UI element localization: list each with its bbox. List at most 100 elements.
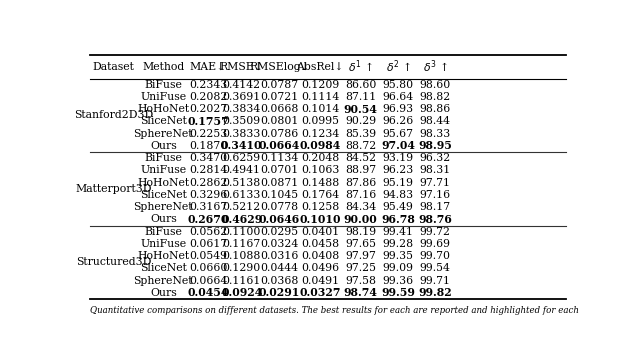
Text: 95.19: 95.19 — [383, 178, 413, 188]
Text: 0.0664: 0.0664 — [259, 140, 300, 151]
Text: 98.17: 98.17 — [420, 202, 451, 212]
Text: 98.95: 98.95 — [418, 140, 452, 151]
Text: 88.97: 88.97 — [345, 165, 376, 175]
Text: 85.39: 85.39 — [345, 129, 376, 139]
Text: 95.80: 95.80 — [382, 80, 413, 90]
Text: 0.0801: 0.0801 — [260, 116, 299, 126]
Text: AbsRel↓: AbsRel↓ — [296, 62, 344, 72]
Text: 90.00: 90.00 — [344, 214, 378, 225]
Text: SphereNet: SphereNet — [134, 202, 193, 212]
Text: 99.59: 99.59 — [381, 287, 415, 298]
Text: Dataset: Dataset — [93, 62, 134, 72]
Text: 93.19: 93.19 — [382, 153, 413, 163]
Text: 0.0778: 0.0778 — [260, 202, 298, 212]
Text: 97.97: 97.97 — [346, 251, 376, 261]
Text: 0.1167: 0.1167 — [223, 239, 261, 249]
Text: 98.74: 98.74 — [344, 287, 378, 298]
Text: 0.1134: 0.1134 — [260, 153, 298, 163]
Text: 0.1088: 0.1088 — [223, 251, 261, 261]
Text: 0.0617: 0.0617 — [189, 239, 227, 249]
Text: 96.93: 96.93 — [382, 104, 413, 114]
Text: Quantitative comparisons on different datasets. The best results for each are re: Quantitative comparisons on different da… — [90, 306, 579, 315]
Text: 0.0295: 0.0295 — [260, 227, 298, 237]
Text: 98.31: 98.31 — [419, 165, 451, 175]
Text: 0.4941: 0.4941 — [223, 165, 260, 175]
Text: HoHoNet: HoHoNet — [137, 251, 189, 261]
Text: 99.70: 99.70 — [420, 251, 451, 261]
Text: 0.0549: 0.0549 — [189, 251, 227, 261]
Text: 0.1258: 0.1258 — [301, 202, 339, 212]
Text: 98.33: 98.33 — [419, 129, 451, 139]
Text: $\delta^1$ ↑: $\delta^1$ ↑ — [348, 59, 373, 75]
Text: $\delta^2$ ↑: $\delta^2$ ↑ — [385, 59, 410, 75]
Text: Structured3D: Structured3D — [76, 257, 152, 267]
Text: 0.2048: 0.2048 — [301, 153, 339, 163]
Text: 0.0668: 0.0668 — [260, 104, 299, 114]
Text: 98.86: 98.86 — [419, 104, 451, 114]
Text: 0.0646: 0.0646 — [259, 214, 300, 225]
Text: 0.4629: 0.4629 — [221, 214, 262, 225]
Text: Stanford2D3D: Stanford2D3D — [74, 110, 154, 120]
Text: 86.60: 86.60 — [345, 80, 376, 90]
Text: 0.1161: 0.1161 — [223, 276, 261, 286]
Text: 0.0408: 0.0408 — [301, 251, 339, 261]
Text: 0.0324: 0.0324 — [260, 239, 298, 249]
Text: 0.0721: 0.0721 — [260, 92, 298, 102]
Text: 99.28: 99.28 — [382, 239, 413, 249]
Text: 0.3833: 0.3833 — [223, 129, 261, 139]
Text: Matterport3D: Matterport3D — [76, 184, 152, 194]
Text: BiFuse: BiFuse — [145, 153, 182, 163]
Text: 99.82: 99.82 — [419, 287, 452, 298]
Text: 0.2814: 0.2814 — [189, 165, 227, 175]
Text: 0.2670: 0.2670 — [188, 214, 228, 225]
Text: UniFuse: UniFuse — [140, 165, 186, 175]
Text: 0.2343: 0.2343 — [189, 80, 227, 90]
Text: 0.1290: 0.1290 — [223, 263, 261, 273]
Text: 98.76: 98.76 — [418, 214, 452, 225]
Text: 0.1063: 0.1063 — [301, 165, 339, 175]
Text: SphereNet: SphereNet — [134, 129, 193, 139]
Text: 0.1764: 0.1764 — [301, 190, 339, 200]
Text: SliceNet: SliceNet — [140, 116, 187, 126]
Text: 99.09: 99.09 — [383, 263, 413, 273]
Text: SliceNet: SliceNet — [140, 263, 187, 273]
Text: 0.2253: 0.2253 — [189, 129, 227, 139]
Text: 99.35: 99.35 — [383, 251, 413, 261]
Text: 0.0786: 0.0786 — [260, 129, 298, 139]
Text: RMSE↓: RMSE↓ — [220, 62, 264, 72]
Text: 95.67: 95.67 — [383, 129, 413, 139]
Text: 0.3834: 0.3834 — [223, 104, 261, 114]
Text: 90.29: 90.29 — [345, 116, 376, 126]
Text: 0.5138: 0.5138 — [223, 178, 261, 188]
Text: 0.6133: 0.6133 — [223, 190, 261, 200]
Text: 0.0444: 0.0444 — [260, 263, 298, 273]
Text: 97.04: 97.04 — [381, 140, 415, 151]
Text: 97.71: 97.71 — [420, 178, 451, 188]
Text: 0.0995: 0.0995 — [301, 116, 339, 126]
Text: 0.2027: 0.2027 — [189, 104, 227, 114]
Text: 0.0562: 0.0562 — [189, 227, 227, 237]
Text: Method: Method — [142, 62, 184, 72]
Text: 99.54: 99.54 — [420, 263, 451, 273]
Text: 0.1234: 0.1234 — [301, 129, 339, 139]
Text: 99.72: 99.72 — [420, 227, 451, 237]
Text: 88.72: 88.72 — [345, 141, 376, 151]
Text: 0.3167: 0.3167 — [189, 202, 227, 212]
Text: 96.23: 96.23 — [382, 165, 413, 175]
Text: 87.16: 87.16 — [345, 190, 376, 200]
Text: 94.83: 94.83 — [382, 190, 413, 200]
Text: RMSElog↓: RMSElog↓ — [249, 62, 310, 72]
Text: 99.36: 99.36 — [382, 276, 413, 286]
Text: 99.71: 99.71 — [420, 276, 451, 286]
Text: 96.32: 96.32 — [419, 153, 451, 163]
Text: 0.3691: 0.3691 — [223, 92, 261, 102]
Text: 0.1757: 0.1757 — [187, 116, 229, 127]
Text: 0.1488: 0.1488 — [301, 178, 339, 188]
Text: 87.11: 87.11 — [345, 92, 376, 102]
Text: 97.58: 97.58 — [345, 276, 376, 286]
Text: 0.2082: 0.2082 — [189, 92, 227, 102]
Text: 0.1010: 0.1010 — [300, 214, 341, 225]
Text: HoHoNet: HoHoNet — [137, 104, 189, 114]
Text: 98.44: 98.44 — [420, 116, 451, 126]
Text: SphereNet: SphereNet — [134, 276, 193, 286]
